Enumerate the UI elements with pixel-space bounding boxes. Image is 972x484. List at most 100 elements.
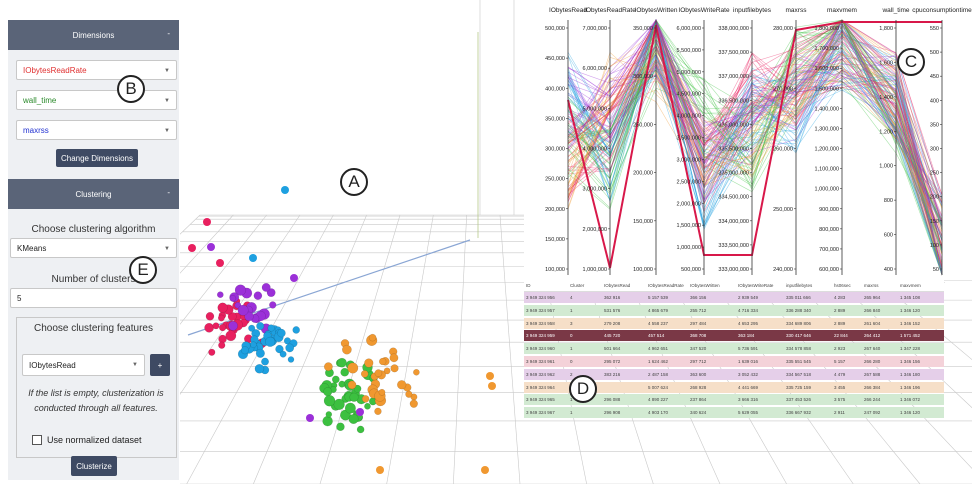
scatter-point[interactable] [225,330,237,342]
change-dimensions-button[interactable]: Change Dimensions [56,149,138,167]
scatter-point[interactable] [332,375,340,384]
scatter-point[interactable] [229,295,237,302]
scatter-point[interactable] [481,466,489,474]
x-dimension-select[interactable]: IObytesReadRate ▼ [16,60,177,80]
scatter-point[interactable] [337,357,347,368]
scatter-point[interactable] [261,357,269,366]
column-header[interactable]: IObytesRead [604,283,631,288]
scatter-point[interactable] [266,288,276,297]
scatter-point[interactable] [207,243,215,251]
scatter-point[interactable] [237,304,249,316]
pc-axis-title[interactable]: IObytesRead [549,7,587,14]
pc-axis-title[interactable]: cpuconsumptiontime [912,7,972,14]
scatter-point[interactable] [287,356,295,363]
z-dimension-select[interactable]: maxrss ▼ [16,120,177,140]
normalized-checkbox[interactable] [32,435,42,445]
scatter-point[interactable] [486,372,494,380]
scatter-point[interactable] [383,367,391,375]
scatter-point[interactable] [265,336,276,347]
scatter-point[interactable] [205,312,215,321]
scatter-point[interactable] [333,398,345,410]
pc-axis-title[interactable]: inputfilebytes [733,7,772,14]
scatter-point[interactable] [349,392,359,402]
scatter-point[interactable] [240,346,249,355]
scatter-point[interactable] [281,186,289,194]
scatter-point[interactable] [356,408,364,416]
scatter-point[interactable] [344,402,356,414]
collapse-icon[interactable]: - [167,29,170,38]
table-row[interactable]: 3 949 324 967 1 296 908 4 903 170 340 624 5 6… [524,407,944,419]
scatter-point[interactable] [364,358,374,368]
scatter-point[interactable] [219,324,227,332]
scatter-point[interactable] [322,415,333,427]
dimensions-header[interactable]: Dimensions - [8,20,179,50]
column-header[interactable]: IObytesWritten [690,283,720,288]
scatter-point[interactable] [348,414,359,424]
scatter-point[interactable] [409,399,418,408]
scatter-point[interactable] [368,333,377,342]
scatter-point[interactable] [267,324,275,332]
algorithm-select[interactable]: KMeans ▼ [10,238,177,258]
pc-axis-title[interactable]: IObytesWritten [635,7,678,14]
scatter-point[interactable] [324,362,333,372]
scatter-point[interactable] [203,218,211,226]
table-row[interactable]: 3 949 324 959 0 445 720 457 514 368 708 363 1… [524,330,944,342]
scatter-point[interactable] [208,348,216,356]
scatter-point[interactable] [374,369,383,377]
scatter-point[interactable] [342,344,352,355]
scatter-point[interactable] [279,350,287,358]
scatter-point[interactable] [360,370,369,378]
scatter-point[interactable] [248,324,256,332]
scatter-point[interactable] [261,283,271,292]
scatter-point[interactable] [228,320,238,331]
scatter-point[interactable] [389,353,399,363]
scatter-point[interactable] [340,367,349,377]
scatter-point[interactable] [413,369,420,376]
scatter-point[interactable] [323,387,333,397]
nclusters-input[interactable]: 5 [10,288,177,308]
column-header[interactable]: IObytesWriteRate [738,283,774,288]
pc-axis-title[interactable]: maxrss [786,7,808,14]
collapse-icon[interactable]: - [167,188,170,197]
clustering-header[interactable]: Clustering - [8,179,179,209]
scatter-point[interactable] [217,291,224,298]
scatter-point[interactable] [285,343,295,353]
column-header[interactable]: maxrss [864,283,879,288]
scatter-point[interactable] [218,341,226,349]
scatter-point[interactable] [255,348,265,358]
scatter-point[interactable] [234,284,247,296]
scatter-point[interactable] [488,382,496,390]
table-row[interactable]: 3 949 324 960 1 501 664 4 962 651 347 520 5 7… [524,343,944,355]
pc-axis-title[interactable]: IObytesWriteRate [678,7,730,14]
table-row[interactable]: 3 949 324 957 1 531 576 4 865 679 255 712 4 7… [524,304,944,316]
scatter-point[interactable] [218,314,225,322]
column-header[interactable]: inputfilebytes [786,283,813,288]
scatter-point[interactable] [397,380,407,390]
scatter-point[interactable] [292,326,300,334]
table-row[interactable]: 3 949 324 962 2 383 216 2 487 158 363 600 3 0… [524,368,944,380]
scatter-point[interactable] [254,364,265,374]
scatter-point[interactable] [376,466,384,474]
scatter-point[interactable] [256,322,265,331]
scatter-point[interactable] [275,344,284,354]
scatter-point[interactable] [277,328,286,338]
scatter-point[interactable] [325,411,333,418]
scatter-point[interactable] [347,380,357,390]
pc-axis-title[interactable]: maxvmem [827,7,857,14]
scatter-point[interactable] [306,414,314,422]
scatter-point[interactable] [204,322,214,333]
scatter-point[interactable] [290,274,298,282]
normalized-checkbox-row[interactable]: Use normalized dataset [32,435,142,445]
scatter-point[interactable] [405,390,413,398]
column-header[interactable]: Cluster [570,283,585,288]
scatter-point[interactable] [347,362,359,374]
table-row[interactable]: 3 949 324 958 3 279 208 4 558 237 297 484 4 6… [524,317,944,329]
column-header[interactable]: maxvmem [900,283,921,288]
scatter-point[interactable] [378,388,386,396]
scatter-point[interactable] [356,425,365,434]
table-row[interactable]: 3 949 324 961 0 295 072 1 624 462 297 712 1 6… [524,356,944,367]
scatter-point[interactable] [244,311,254,322]
scatter-point[interactable] [188,244,196,252]
add-feature-button[interactable]: + [150,354,170,376]
table-row[interactable]: 3 949 324 965 1 296 088 4 890 227 237 864 3 6… [524,394,944,406]
